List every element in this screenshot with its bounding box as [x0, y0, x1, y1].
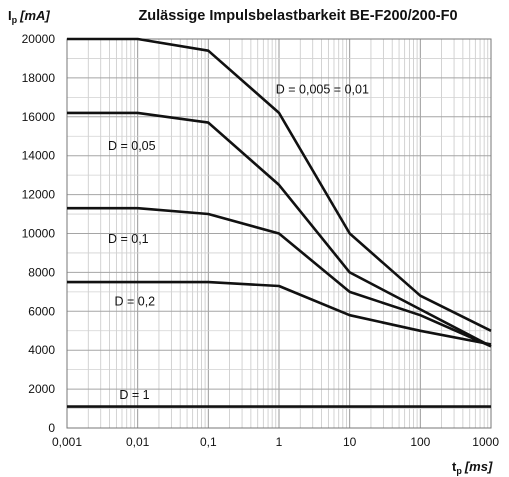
series-label: D = 0,005 = 0,01 [276, 82, 369, 96]
y-tick-labels: 0 2000 4000 6000 8000 10000 12000 14000 16000 180… [22, 32, 56, 435]
x-axis-label-unit: [ms] [464, 459, 493, 474]
x-tick-label: 0,01 [126, 435, 150, 449]
series-label: D = 1 [119, 388, 149, 402]
x-tick-label: 1000 [472, 435, 499, 449]
chart-title: Zulässige Impulsbelastbarkeit BE-F200/20… [138, 8, 457, 24]
y-tick-label: 0 [48, 421, 55, 435]
series-label: D = 0,2 [114, 294, 155, 308]
y-axis-label-subscript: p [12, 15, 18, 25]
y-tick-label: 14000 [22, 149, 56, 163]
series-line [67, 111, 492, 348]
plot-frame [66, 38, 492, 429]
x-tick-label: 0,1 [200, 435, 217, 449]
y-tick-label: 18000 [22, 71, 56, 85]
y-axis-label-unit: [mA] [19, 8, 50, 23]
y-tick-label: 12000 [22, 188, 56, 202]
y-tick-label: 20000 [22, 32, 56, 46]
x-axis-label-subscript: p [456, 466, 462, 476]
y-tick-label: 8000 [28, 265, 55, 279]
y-axis-label-symbol: I [8, 8, 12, 23]
series-line [67, 206, 492, 348]
x-tick-label: 10 [343, 435, 357, 449]
series-labels: D = 0,005 = 0,01 D = 0,05 D = 0,1 D = 0,2 D … [108, 82, 369, 401]
series-label: D = 0,1 [108, 232, 149, 246]
y-tick-label: 4000 [28, 343, 55, 357]
series-line [67, 280, 492, 346]
x-tick-label: 100 [410, 435, 430, 449]
x-axis-label-symbol: t [452, 459, 457, 474]
series-label: D = 0,05 [108, 139, 156, 153]
y-tick-label: 16000 [22, 110, 56, 124]
y-tick-label: 2000 [28, 382, 55, 396]
series-lines [67, 37, 492, 408]
y-tick-label: 10000 [22, 227, 56, 241]
y-tick-label: 6000 [28, 304, 55, 318]
x-tick-label: 1 [276, 435, 283, 449]
x-tick-labels: 0,001 0,01 0,1 1 10 100 1000 [52, 435, 499, 449]
series-line [67, 37, 492, 332]
x-axis-label: tp [ms] [452, 459, 493, 476]
x-tick-label: 0,001 [52, 435, 82, 449]
y-axis-label: Ip [mA] [8, 8, 50, 25]
